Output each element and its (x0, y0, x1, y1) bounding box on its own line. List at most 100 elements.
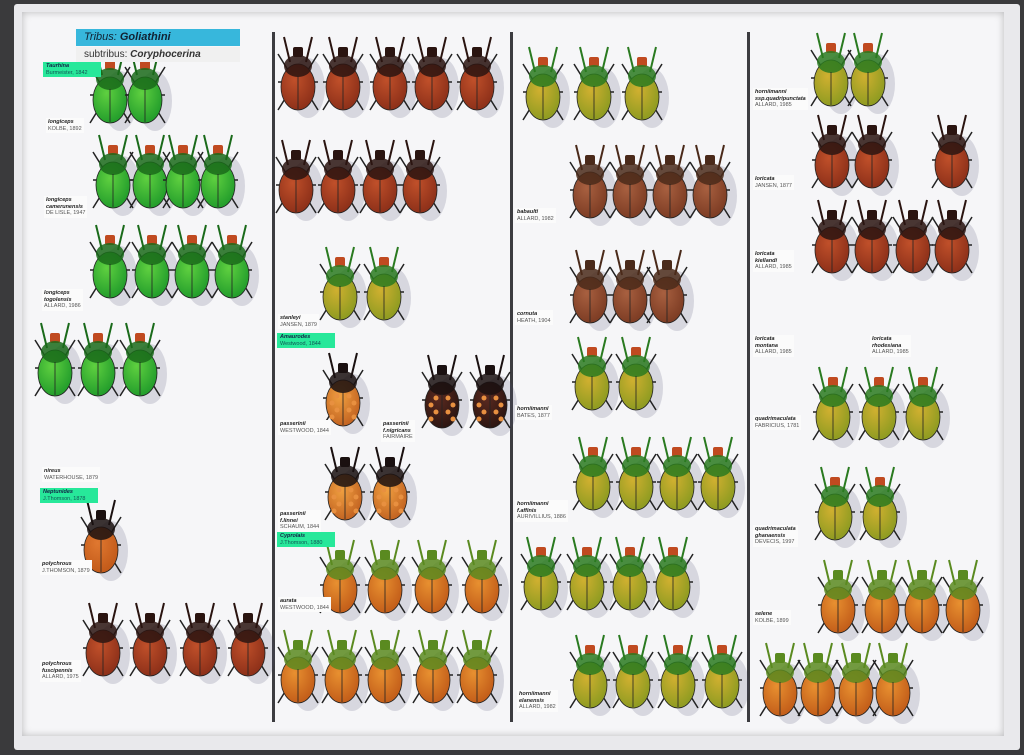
beetle-specimen (80, 499, 128, 581)
beetle-specimen (461, 539, 509, 621)
beetle-specimen (621, 46, 669, 128)
beetle-specimen (649, 144, 697, 226)
tribus-label: Tribus: Goliathini (76, 29, 240, 46)
species-author: DE LISLE, 1947 (46, 210, 86, 216)
beetle-specimen (872, 642, 920, 724)
species-name: horniimanni (517, 501, 549, 507)
beetle-specimen (129, 602, 177, 684)
beetle-specimen (931, 114, 979, 196)
species-author: FABRICIUS, 1781 (755, 422, 800, 429)
column-divider (747, 32, 750, 722)
genus-author: J.Thomson, 1878 (43, 495, 86, 502)
species-label: passerinii WESTWOOD, 1844 (278, 420, 331, 435)
beetle-specimen (211, 224, 259, 306)
species-label: passerinii f.linnei SCHAUM, 1844 (278, 510, 322, 532)
beetle-specimen (615, 436, 663, 518)
genus-label: Taurhina Burmeister, 1842 (43, 62, 101, 77)
species-name: polychrous (42, 661, 72, 667)
species-name: horniimanni (755, 89, 787, 95)
genus-label: Cyprolais J.Thomson, 1880 (277, 532, 335, 547)
beetle-specimen (612, 634, 660, 716)
beetle-specimen (569, 144, 617, 226)
beetle-specimen (324, 446, 372, 528)
beetle-specimen (697, 436, 745, 518)
species-name: stanleyi (280, 315, 301, 321)
beetle-specimen (689, 144, 737, 226)
beetle-specimen (456, 629, 504, 711)
species-label: passerinii f.nigricans FAIRMAIRE (381, 420, 415, 442)
beetle-specimen (319, 246, 367, 328)
genus-author: J.Thomson, 1880 (280, 539, 323, 546)
column-divider (510, 32, 513, 722)
species-label: longiceps togolensis ALLARD, 1986 (42, 289, 83, 311)
beetle-specimen (412, 629, 460, 711)
species-label: selene KOLBE, 1899 (753, 610, 791, 625)
beetle-specimen (520, 536, 568, 618)
species-name: loricata (755, 251, 775, 257)
beetle-specimen (359, 139, 407, 221)
beetle-specimen (931, 199, 979, 281)
species-author: SCHAUM, 1844 (280, 524, 320, 530)
species-author: ALLARD, 1985 (755, 349, 792, 355)
beetle-specimen (456, 36, 504, 118)
species-author: KOLBE, 1899 (755, 617, 789, 624)
species-author: AURIVILLIUS, 1886 (517, 514, 566, 520)
beetle-specimen (317, 139, 365, 221)
species-label: horniimanni elanensis ALLARD, 1982 (517, 690, 558, 712)
species-author: ALLARD, 1982 (519, 704, 556, 710)
species-label: longiceps camerunensis DE LISLE, 1947 (44, 196, 88, 218)
species-name: polychrous (42, 561, 72, 567)
beetle-specimen (851, 114, 899, 196)
genus-name: Neptunides (43, 489, 73, 495)
beetle-specimen (942, 559, 990, 641)
species-name: passerinii (280, 511, 306, 517)
species-name: ssp.quadripunctata (755, 95, 806, 102)
beetle-specimen (34, 322, 82, 404)
species-name: nireus (44, 468, 61, 474)
genus-name: Taurhina (46, 63, 70, 69)
beetle-specimen (646, 249, 694, 331)
beetle-specimen (364, 539, 412, 621)
species-name: cornuta (517, 311, 538, 317)
beetle-specimen (847, 32, 895, 114)
species-name: loricata (755, 336, 775, 342)
beetle-specimen (902, 366, 950, 448)
species-name: fuscipennis (42, 667, 73, 674)
species-name: quadrimaculata (755, 416, 796, 422)
beetle-specimen (363, 246, 411, 328)
species-label: polychrous J.THOMSON, 1879 (40, 560, 92, 575)
beetle-specimen (811, 114, 859, 196)
species-label: babaulti ALLARD, 1982 (515, 208, 556, 223)
beetle-specimen (364, 629, 412, 711)
species-author: WATERHOUSE, 1879 (44, 474, 99, 481)
genus-name: Amaurodes (280, 334, 311, 340)
column-divider (272, 32, 275, 722)
species-label: polychrous fuscipennis ALLARD, 1975 (40, 660, 81, 682)
beetle-specimen (92, 134, 140, 216)
beetle-specimen (129, 134, 177, 216)
beetle-specimen (227, 602, 275, 684)
beetle-specimen (657, 634, 705, 716)
beetle-specimen (277, 36, 325, 118)
beetle-specimen (77, 322, 125, 404)
species-author: KOLBE, 1892 (48, 125, 82, 132)
beetle-specimen (89, 224, 137, 306)
species-name: elanensis (519, 697, 545, 704)
genus-name: Cyprolais (280, 533, 306, 539)
beetle-specimen (892, 199, 940, 281)
species-label: horniimanni f.affinis AURIVILLIUS, 1886 (515, 500, 568, 522)
species-label: horniimanni BATES, 1877 (515, 405, 552, 420)
species-name: loricata (872, 336, 892, 342)
beetle-specimen (701, 634, 749, 716)
beetle-specimen (411, 539, 459, 621)
species-name: f.linnei (280, 517, 298, 524)
beetle-specimen (609, 536, 657, 618)
beetle-specimen (861, 559, 909, 641)
species-name: longiceps (46, 197, 72, 203)
species-label: loricata JANSEN, 1877 (753, 175, 794, 190)
species-name: f.nigricans (383, 427, 411, 434)
beetle-specimen (171, 224, 219, 306)
species-label: aurata WESTWOOD, 1844 (278, 597, 331, 612)
species-name: horniimanni (517, 406, 549, 412)
